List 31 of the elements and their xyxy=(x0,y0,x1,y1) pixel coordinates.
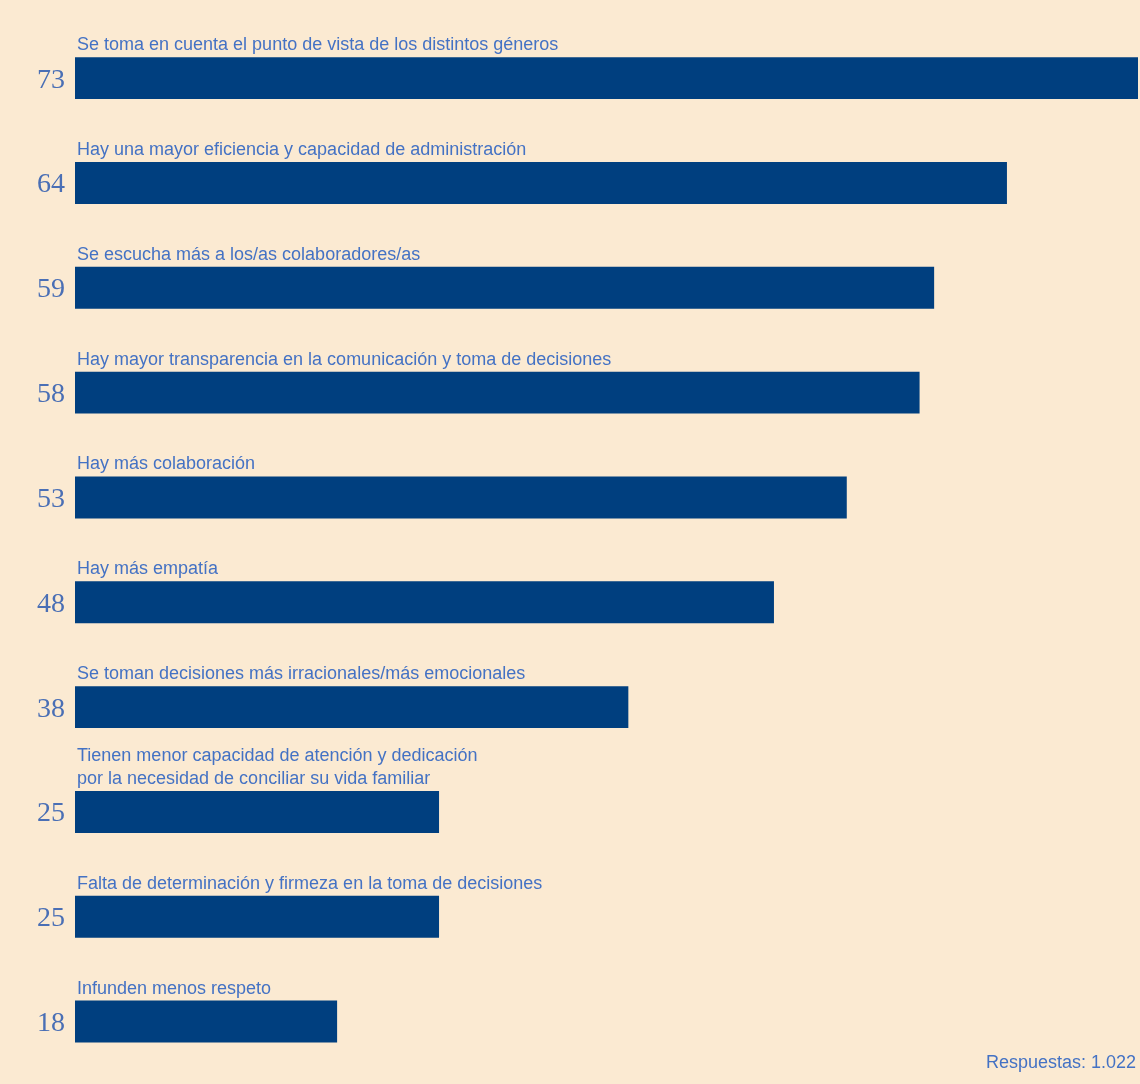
data-label: 73 xyxy=(37,63,65,94)
data-label: 38 xyxy=(37,692,65,723)
y-tick-label: Se toman decisiones más irracionales/más emocionales xyxy=(77,663,526,683)
bar xyxy=(75,266,935,309)
y-tick-label: Infunden menos respeto xyxy=(77,978,272,998)
y-tick-label: Falta de determinación y firmeza en la toma de decisiones xyxy=(77,873,543,893)
bar xyxy=(75,162,1007,204)
data-label: 53 xyxy=(37,482,65,513)
annotation: Respuestas: 1.022 xyxy=(986,1052,1137,1072)
data-label: 64 xyxy=(37,167,65,198)
y-tick-label: Hay más empatía xyxy=(77,558,220,578)
y-tick-label: Se escucha más a los/as colaboradores/as xyxy=(77,244,421,264)
y-tick-label: Se toma en cuenta el punto de vista de los distintos géneros xyxy=(77,34,559,54)
bar xyxy=(75,895,440,938)
bar xyxy=(75,790,440,833)
bar xyxy=(75,686,629,729)
data-label: 59 xyxy=(37,272,65,303)
bar xyxy=(75,581,774,624)
bar xyxy=(75,371,920,414)
data-label: 25 xyxy=(37,901,65,932)
data-label: 58 xyxy=(37,377,65,408)
bar xyxy=(75,57,1138,100)
bar xyxy=(75,1000,338,1043)
data-label: 18 xyxy=(37,1006,65,1037)
y-tick-label: Tienen menor capacidad de atención y dedicación por la necesidad de conciliar su vida familiar xyxy=(77,745,478,789)
data-label: 48 xyxy=(37,587,65,618)
bar xyxy=(75,476,847,519)
y-tick-label: Hay mayor transparencia en la comunicación y toma de decisiones xyxy=(77,349,612,369)
y-tick-label: Hay una mayor eficiencia y capacidad de administración xyxy=(77,139,527,159)
data-label: 25 xyxy=(37,796,65,827)
y-tick-label: Hay más colaboración xyxy=(77,453,256,473)
